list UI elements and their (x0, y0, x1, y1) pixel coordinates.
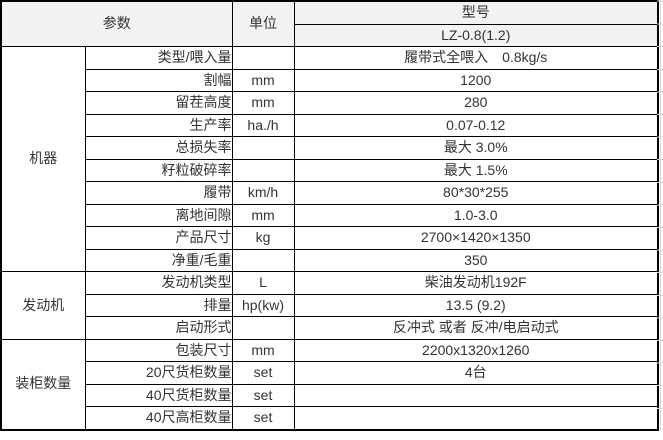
value-cell: 反冲式 或者 反冲/电启动式 (293, 316, 659, 340)
unit-cell (231, 46, 295, 70)
value-cell: 280 (293, 91, 659, 115)
unit-cell: L (231, 271, 295, 295)
group-cell-engine: 发动机 (0, 271, 86, 340)
table-row: 机器 类型/喂入量 履带式全喂入 0.8kg/s (0, 46, 659, 272)
unit-cell (231, 136, 295, 160)
param-cell: 净重/毛重 (84, 248, 233, 272)
value-cell (293, 406, 659, 430)
unit-cell: set (231, 406, 295, 430)
header-row-2: LZ-0.8(1.2) (1, 23, 659, 47)
param-cell: 留茬高度 (84, 91, 233, 115)
model-value-cell: LZ-0.8(1.2) (293, 23, 659, 47)
param-cell: 类型/喂入量 (84, 46, 233, 70)
group-cell-machine: 机器 (0, 46, 86, 272)
value-cell: 1200 (293, 68, 659, 92)
value-cell: 2200x1320x1260 (293, 338, 659, 362)
table-row: 产品尺寸 kg 2700×1420×1350 (1, 226, 659, 250)
value-cell: 履带式全喂入 0.8kg/s (293, 46, 659, 70)
param-cell: 总损失率 (84, 136, 233, 160)
param-cell: 籽粒破碎率 (84, 158, 233, 182)
unit-cell: hp(kw) (231, 293, 295, 317)
table-row: 40尺高柜数量 set (1, 406, 659, 430)
param-cell: 20尺货柜数量 (84, 361, 233, 385)
param-cell: 40尺高柜数量 (84, 406, 233, 430)
value-cell: 13.5 (9.2) (293, 293, 659, 317)
unit-cell: ha./h (231, 113, 295, 137)
value-cell: 柴油发动机192F (293, 271, 659, 295)
table-row: 40尺货柜数量 set (1, 383, 659, 407)
table-row: 留茬高度 mm 280 (1, 91, 659, 115)
header-cell-param: 参数 (0, 0, 233, 47)
unit-cell: set (231, 383, 295, 407)
table-row: 发动机 发动机类型 L 柴油发动机192F (0, 271, 659, 340)
table-row: 履带 km/h 80*30*255 (1, 181, 659, 205)
spec-table: 参数 单位 型号 LZ-0.8(1.2) 机器 类型/喂入量 履带式全喂入 0.… (0, 0, 659, 431)
param-cell: 履带 (84, 181, 233, 205)
table-row: 20尺货柜数量 set 4台 (1, 361, 659, 385)
header-row-1: 参数 单位 型号 (0, 0, 659, 47)
value-cell: 最大 1.5% (293, 158, 659, 182)
table-row: 排量 hp(kw) 13.5 (9.2) (1, 293, 659, 317)
unit-cell: mm (231, 203, 295, 227)
table-row: 籽粒破碎率 最大 1.5% (1, 158, 659, 182)
table-row: 离地间隙 mm 1.0-3.0 (1, 203, 659, 227)
unit-cell: mm (231, 338, 295, 362)
value-cell: 0.07-0.12 (293, 113, 659, 137)
table-row: 割幅 mm 1200 (1, 68, 659, 92)
param-cell: 40尺货柜数量 (84, 383, 233, 407)
unit-cell: km/h (231, 181, 295, 205)
param-cell: 生产率 (84, 113, 233, 137)
param-cell: 排量 (84, 293, 233, 317)
table-row: 启动形式 反冲式 或者 反冲/电启动式 (1, 316, 659, 340)
header-cell-unit: 单位 (231, 0, 295, 47)
unit-cell: mm (231, 91, 295, 115)
unit-cell (231, 316, 295, 340)
unit-cell: set (231, 361, 295, 385)
value-cell: 最大 3.0% (293, 136, 659, 160)
param-cell: 产品尺寸 (84, 226, 233, 250)
unit-cell (231, 158, 295, 182)
unit-cell: mm (231, 68, 295, 92)
param-cell: 启动形式 (84, 316, 233, 340)
value-cell: 1.0-3.0 (293, 203, 659, 227)
header-cell-model: 型号 (293, 0, 659, 25)
table-row: 总损失率 最大 3.0% (1, 136, 659, 160)
unit-cell (231, 248, 295, 272)
unit-cell: kg (231, 226, 295, 250)
value-cell (293, 383, 659, 407)
param-cell: 发动机类型 (84, 271, 233, 295)
value-cell: 4台 (293, 361, 659, 385)
group-cell-container: 装柜数量 (0, 338, 86, 430)
value-cell: 350 (293, 248, 659, 272)
param-cell: 包装尺寸 (84, 338, 233, 362)
value-cell: 80*30*255 (293, 181, 659, 205)
table-row: 净重/毛重 350 (1, 248, 659, 272)
param-cell: 离地间隙 (84, 203, 233, 227)
spreadsheet-gridline-vertical (660, 0, 661, 430)
table-row: 生产率 ha./h 0.07-0.12 (1, 113, 659, 137)
param-cell: 割幅 (84, 68, 233, 92)
table-row: 装柜数量 包装尺寸 mm 2200x1320x1260 (0, 338, 659, 430)
value-cell: 2700×1420×1350 (293, 226, 659, 250)
